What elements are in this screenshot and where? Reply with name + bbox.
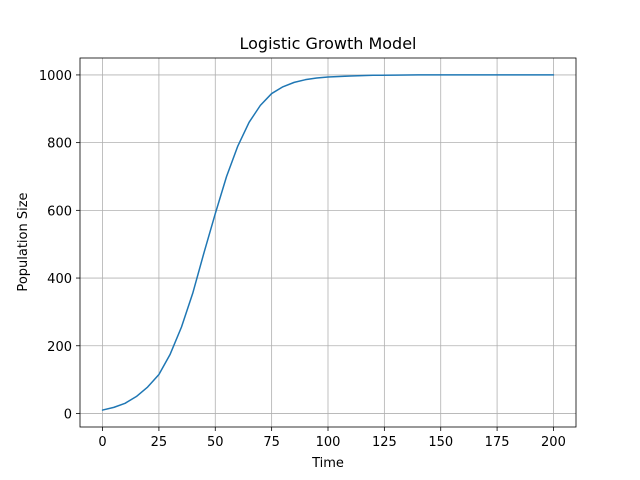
y-axis-label: Population Size	[16, 192, 31, 291]
y-tick-label: 0	[64, 407, 72, 422]
x-tick-label: 50	[207, 435, 224, 450]
grid	[80, 58, 576, 427]
y-axis: 0 200 400 600 800 1000	[39, 69, 80, 422]
x-tick-label: 0	[98, 435, 106, 450]
x-tick-label: 25	[151, 435, 168, 450]
x-tick-label: 175	[485, 435, 510, 450]
x-tick-label: 75	[263, 435, 280, 450]
x-tick-label: 150	[428, 435, 453, 450]
y-tick-label: 400	[47, 272, 72, 287]
x-axis: 0 25 50 75 100 125 150 175 200	[98, 427, 566, 450]
y-tick-label: 800	[47, 137, 72, 152]
x-tick-label: 200	[541, 435, 566, 450]
x-tick-label: 125	[372, 435, 397, 450]
series-group	[101, 74, 555, 411]
series-line	[101, 74, 555, 411]
x-axis-label: Time	[311, 456, 344, 471]
y-tick-label: 200	[47, 340, 72, 355]
x-tick-label: 100	[316, 435, 341, 450]
y-tick-label: 1000	[39, 69, 72, 84]
chart-title: Logistic Growth Model	[240, 34, 417, 53]
y-tick-label: 600	[47, 204, 72, 219]
